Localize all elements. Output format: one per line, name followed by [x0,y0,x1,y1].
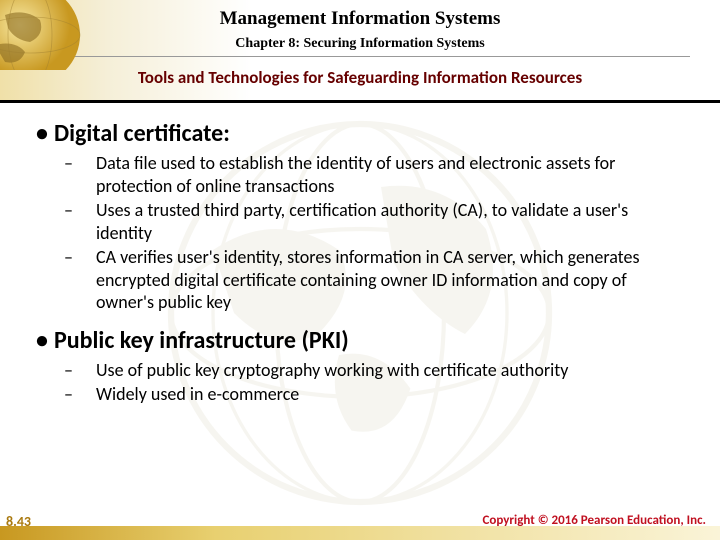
course-title: Management Information Systems [0,4,720,30]
slide-header: Management Information Systems Chapter 8… [0,0,720,103]
corner-globe-graphic [0,0,100,70]
bullet-text: Data file used to establish the identity… [96,152,615,197]
footer-gold-bar [0,526,720,540]
bullet-level1: •Digital certificate: [36,119,684,148]
chapter-title: Chapter 8: Securing Information Systems [0,36,720,52]
copyright-text: Copyright © 2016 Pearson Education, Inc. [482,513,706,528]
bullet-text: Widely used in e-commerce [96,383,299,405]
bullet-text: Use of public key cryptography working w… [96,359,568,381]
bullet-text: CA verifies user's identity, stores info… [96,246,640,313]
bullet-level1: •Public key infrastructure (PKI) [36,326,684,355]
bullet-level2: –Widely used in e-commerce [36,383,684,406]
slide-number: 8.43 [6,513,31,530]
slide-body: •Digital certificate: –Data file used to… [0,103,720,406]
bullet-level2: –Use of public key cryptography working … [36,359,684,382]
bullet-level2: –CA verifies user's identity, stores inf… [36,246,684,314]
bullet-heading: Digital certificate: [54,119,230,148]
section-title: Tools and Technologies for Safeguarding … [0,61,720,98]
slide-footer: 8.43 Copyright © 2016 Pearson Education,… [0,526,720,540]
header-divider [30,56,690,57]
bullet-level2: –Data file used to establish the identit… [36,152,684,197]
bullet-level2: –Uses a trusted third party, certificati… [36,199,684,244]
bullet-text: Uses a trusted third party, certificatio… [96,199,628,244]
bullet-heading: Public key infrastructure (PKI) [54,326,349,355]
